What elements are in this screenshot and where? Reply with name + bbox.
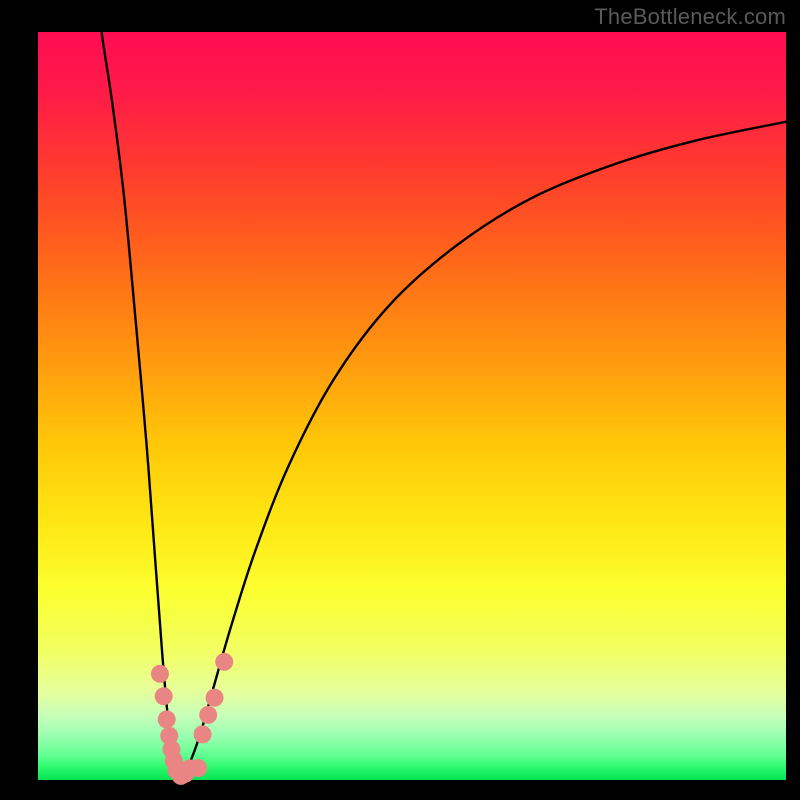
data-markers <box>0 0 800 800</box>
chart-stage: TheBottleneck.com <box>0 0 800 800</box>
marker-point <box>158 710 176 728</box>
marker-point <box>155 687 173 705</box>
marker-point <box>194 725 212 743</box>
marker-point <box>199 706 217 724</box>
marker-point <box>206 689 224 707</box>
watermark-label: TheBottleneck.com <box>594 4 786 30</box>
marker-point <box>189 759 207 777</box>
marker-point <box>151 665 169 683</box>
marker-point <box>215 653 233 671</box>
